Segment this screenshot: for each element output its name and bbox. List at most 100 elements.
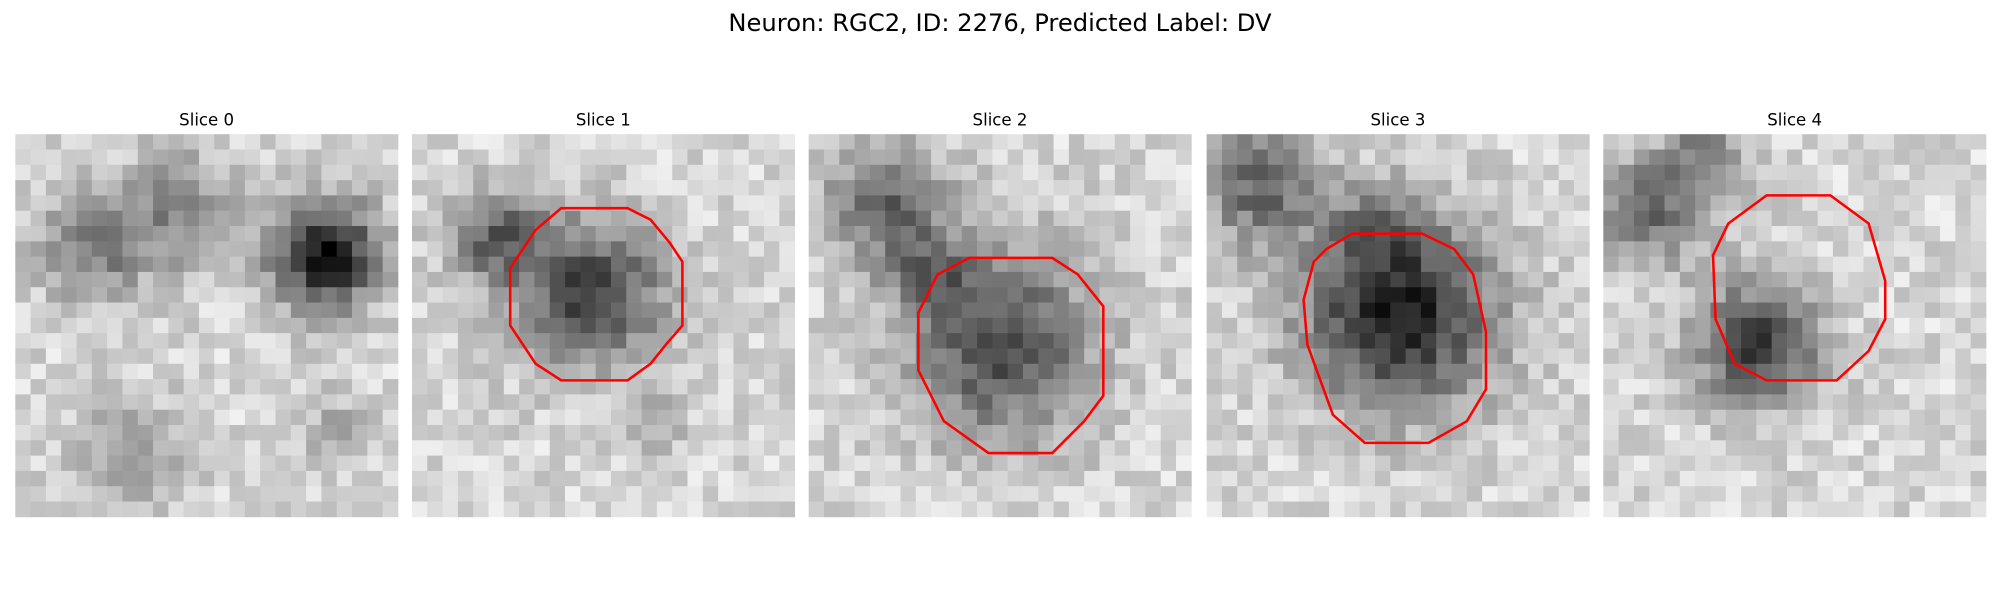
pixel [900, 363, 917, 380]
pixel [1543, 486, 1560, 502]
pixel [122, 256, 139, 273]
pixel [1786, 440, 1803, 456]
pixel [1237, 195, 1253, 212]
pixel [626, 363, 642, 380]
pixel [534, 440, 551, 456]
pixel [229, 149, 246, 166]
pixel [718, 256, 734, 273]
pixel [626, 440, 642, 456]
pixel [1848, 455, 1864, 472]
pixel [1436, 470, 1452, 487]
pixel [382, 241, 399, 258]
pixel [1802, 348, 1818, 365]
pixel [91, 302, 108, 319]
pixel [977, 287, 993, 303]
pixel [718, 226, 734, 242]
pixel [1038, 149, 1054, 166]
pixel [839, 501, 855, 518]
pixel [1695, 226, 1711, 242]
pixel [411, 409, 428, 426]
pixel [1176, 226, 1192, 242]
pixel [153, 455, 169, 472]
pixel [900, 302, 917, 319]
pixel [519, 379, 535, 395]
pixel [214, 501, 230, 518]
pixel [610, 241, 627, 258]
pixel [900, 425, 917, 441]
pixel [961, 440, 978, 456]
pixel [91, 149, 108, 166]
pixel [1817, 210, 1834, 227]
pixel [1771, 425, 1788, 441]
pixel [1038, 317, 1054, 334]
pixel [779, 394, 796, 411]
pixel [1603, 486, 1620, 502]
pixel [137, 440, 154, 456]
pixel [900, 501, 917, 518]
pixel [1451, 394, 1468, 411]
pixel [992, 271, 1009, 288]
pixel [808, 470, 825, 487]
pixel [1466, 149, 1483, 166]
pixel [457, 425, 474, 441]
pixel [656, 409, 673, 426]
pixel [457, 256, 474, 273]
pixel [275, 379, 292, 395]
pixel [30, 440, 47, 456]
pixel [1145, 210, 1162, 227]
pixel [76, 470, 93, 487]
pixel [15, 210, 31, 227]
pixel [595, 164, 612, 181]
pixel [977, 394, 993, 411]
pixel [30, 241, 47, 258]
pixel [519, 440, 535, 456]
pixel [30, 501, 47, 518]
pixel [290, 302, 307, 319]
pixel [1267, 317, 1284, 334]
pixel [198, 379, 215, 395]
pixel [1633, 333, 1650, 349]
pixel [565, 164, 581, 181]
pixel [1679, 271, 1696, 288]
pixel [1145, 287, 1162, 303]
pixel [1130, 226, 1146, 242]
pixel [1848, 195, 1864, 212]
pixel [198, 394, 215, 411]
pixel [1970, 210, 1987, 227]
pixel [764, 271, 780, 288]
pixel [244, 210, 261, 227]
pixel [1725, 363, 1742, 380]
pixel [137, 134, 154, 150]
pixel [534, 241, 551, 258]
pixel [549, 470, 566, 487]
pixel [352, 164, 368, 181]
pixel [1084, 470, 1100, 487]
pixel [457, 440, 474, 456]
pixel [1497, 180, 1514, 196]
pixel [1573, 149, 1590, 166]
pixel [1237, 394, 1253, 411]
pixel [641, 379, 658, 395]
pixel [823, 470, 840, 487]
pixel [1543, 425, 1560, 441]
pixel [1451, 455, 1468, 472]
pixel [1817, 348, 1834, 365]
pixel [1022, 363, 1039, 380]
pixel [1710, 180, 1727, 196]
pixel [1679, 394, 1696, 411]
pixel [1558, 271, 1575, 288]
pixel [931, 271, 947, 288]
pixel [1359, 363, 1376, 380]
pixel [198, 256, 215, 273]
pixel [1252, 287, 1269, 303]
pixel [718, 149, 734, 166]
pixel [1329, 256, 1345, 273]
pixel [1390, 363, 1406, 380]
pixel [1528, 333, 1544, 349]
pixel [1084, 226, 1100, 242]
pixel [1955, 271, 1972, 288]
pixel [565, 379, 581, 395]
pixel [610, 440, 627, 456]
pixel [1375, 195, 1391, 212]
pixel [992, 302, 1009, 319]
